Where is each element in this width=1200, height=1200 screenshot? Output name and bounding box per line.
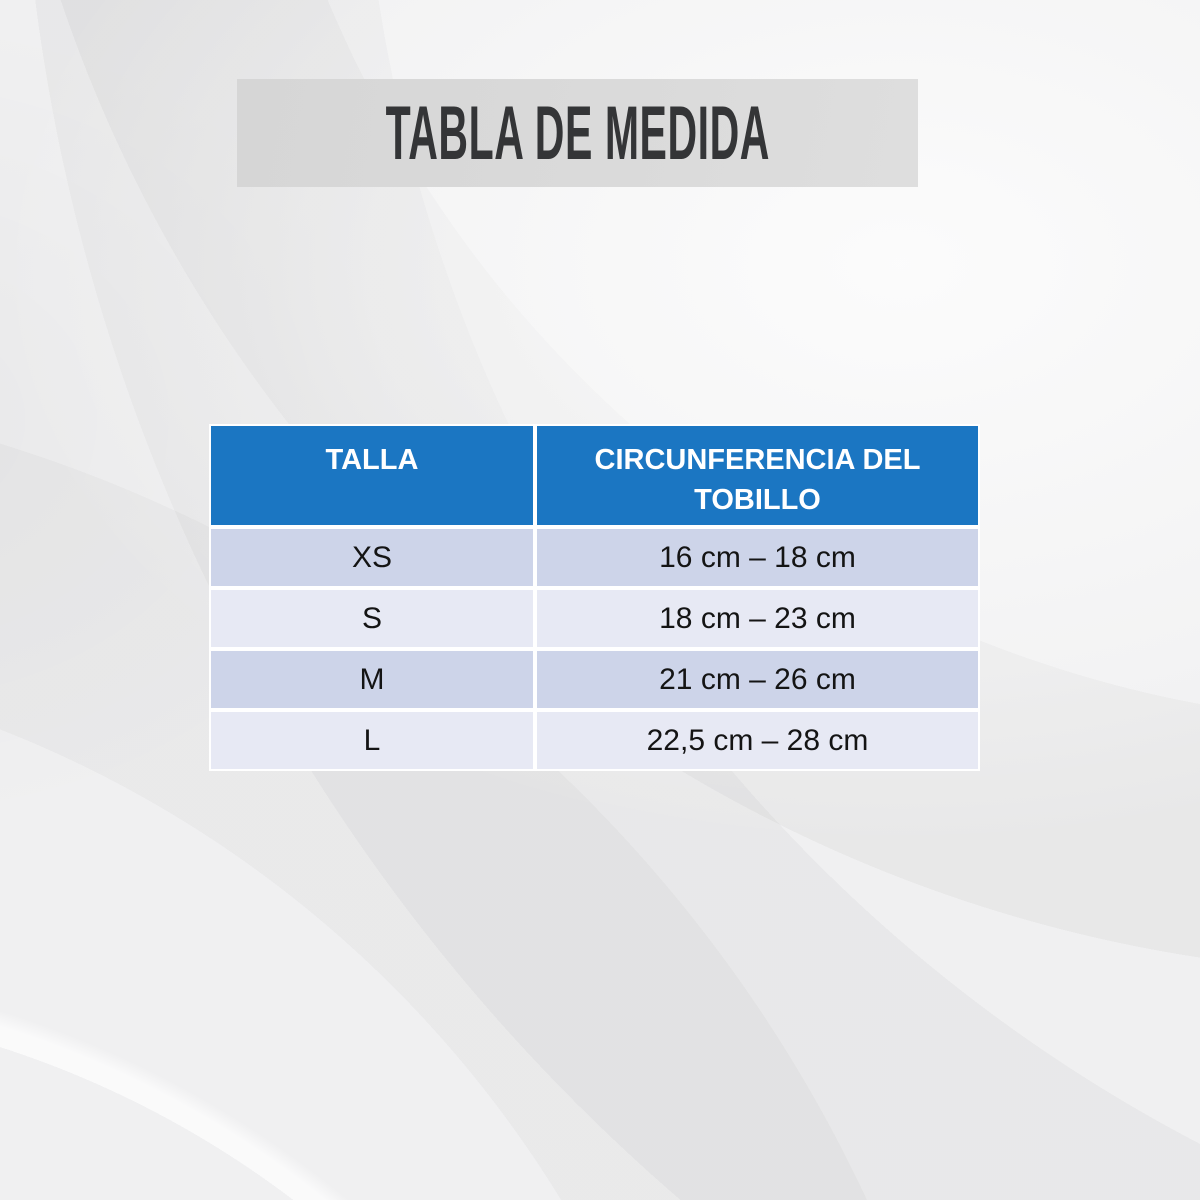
table-cell-size-xs: XS bbox=[211, 529, 533, 586]
table-cell-circumference-l: 22,5 cm – 28 cm bbox=[537, 712, 978, 769]
page-title: TABLA DE MEDIDA bbox=[385, 90, 770, 176]
column-header-circunferencia: CIRCUNFERENCIA DEL TOBILLO bbox=[537, 426, 978, 525]
table-cell-circumference-xs: 16 cm – 18 cm bbox=[537, 529, 978, 586]
size-chart-table: TALLA CIRCUNFERENCIA DEL TOBILLO XS 16 c… bbox=[209, 424, 980, 771]
column-header-talla: TALLA bbox=[211, 426, 533, 525]
table-cell-size-l: L bbox=[211, 712, 533, 769]
table-cell-circumference-s: 18 cm – 23 cm bbox=[537, 590, 978, 647]
table-cell-circumference-m: 21 cm – 26 cm bbox=[537, 651, 978, 708]
table-cell-size-m: M bbox=[211, 651, 533, 708]
table-cell-size-s: S bbox=[211, 590, 533, 647]
title-banner: TABLA DE MEDIDA bbox=[237, 79, 918, 187]
